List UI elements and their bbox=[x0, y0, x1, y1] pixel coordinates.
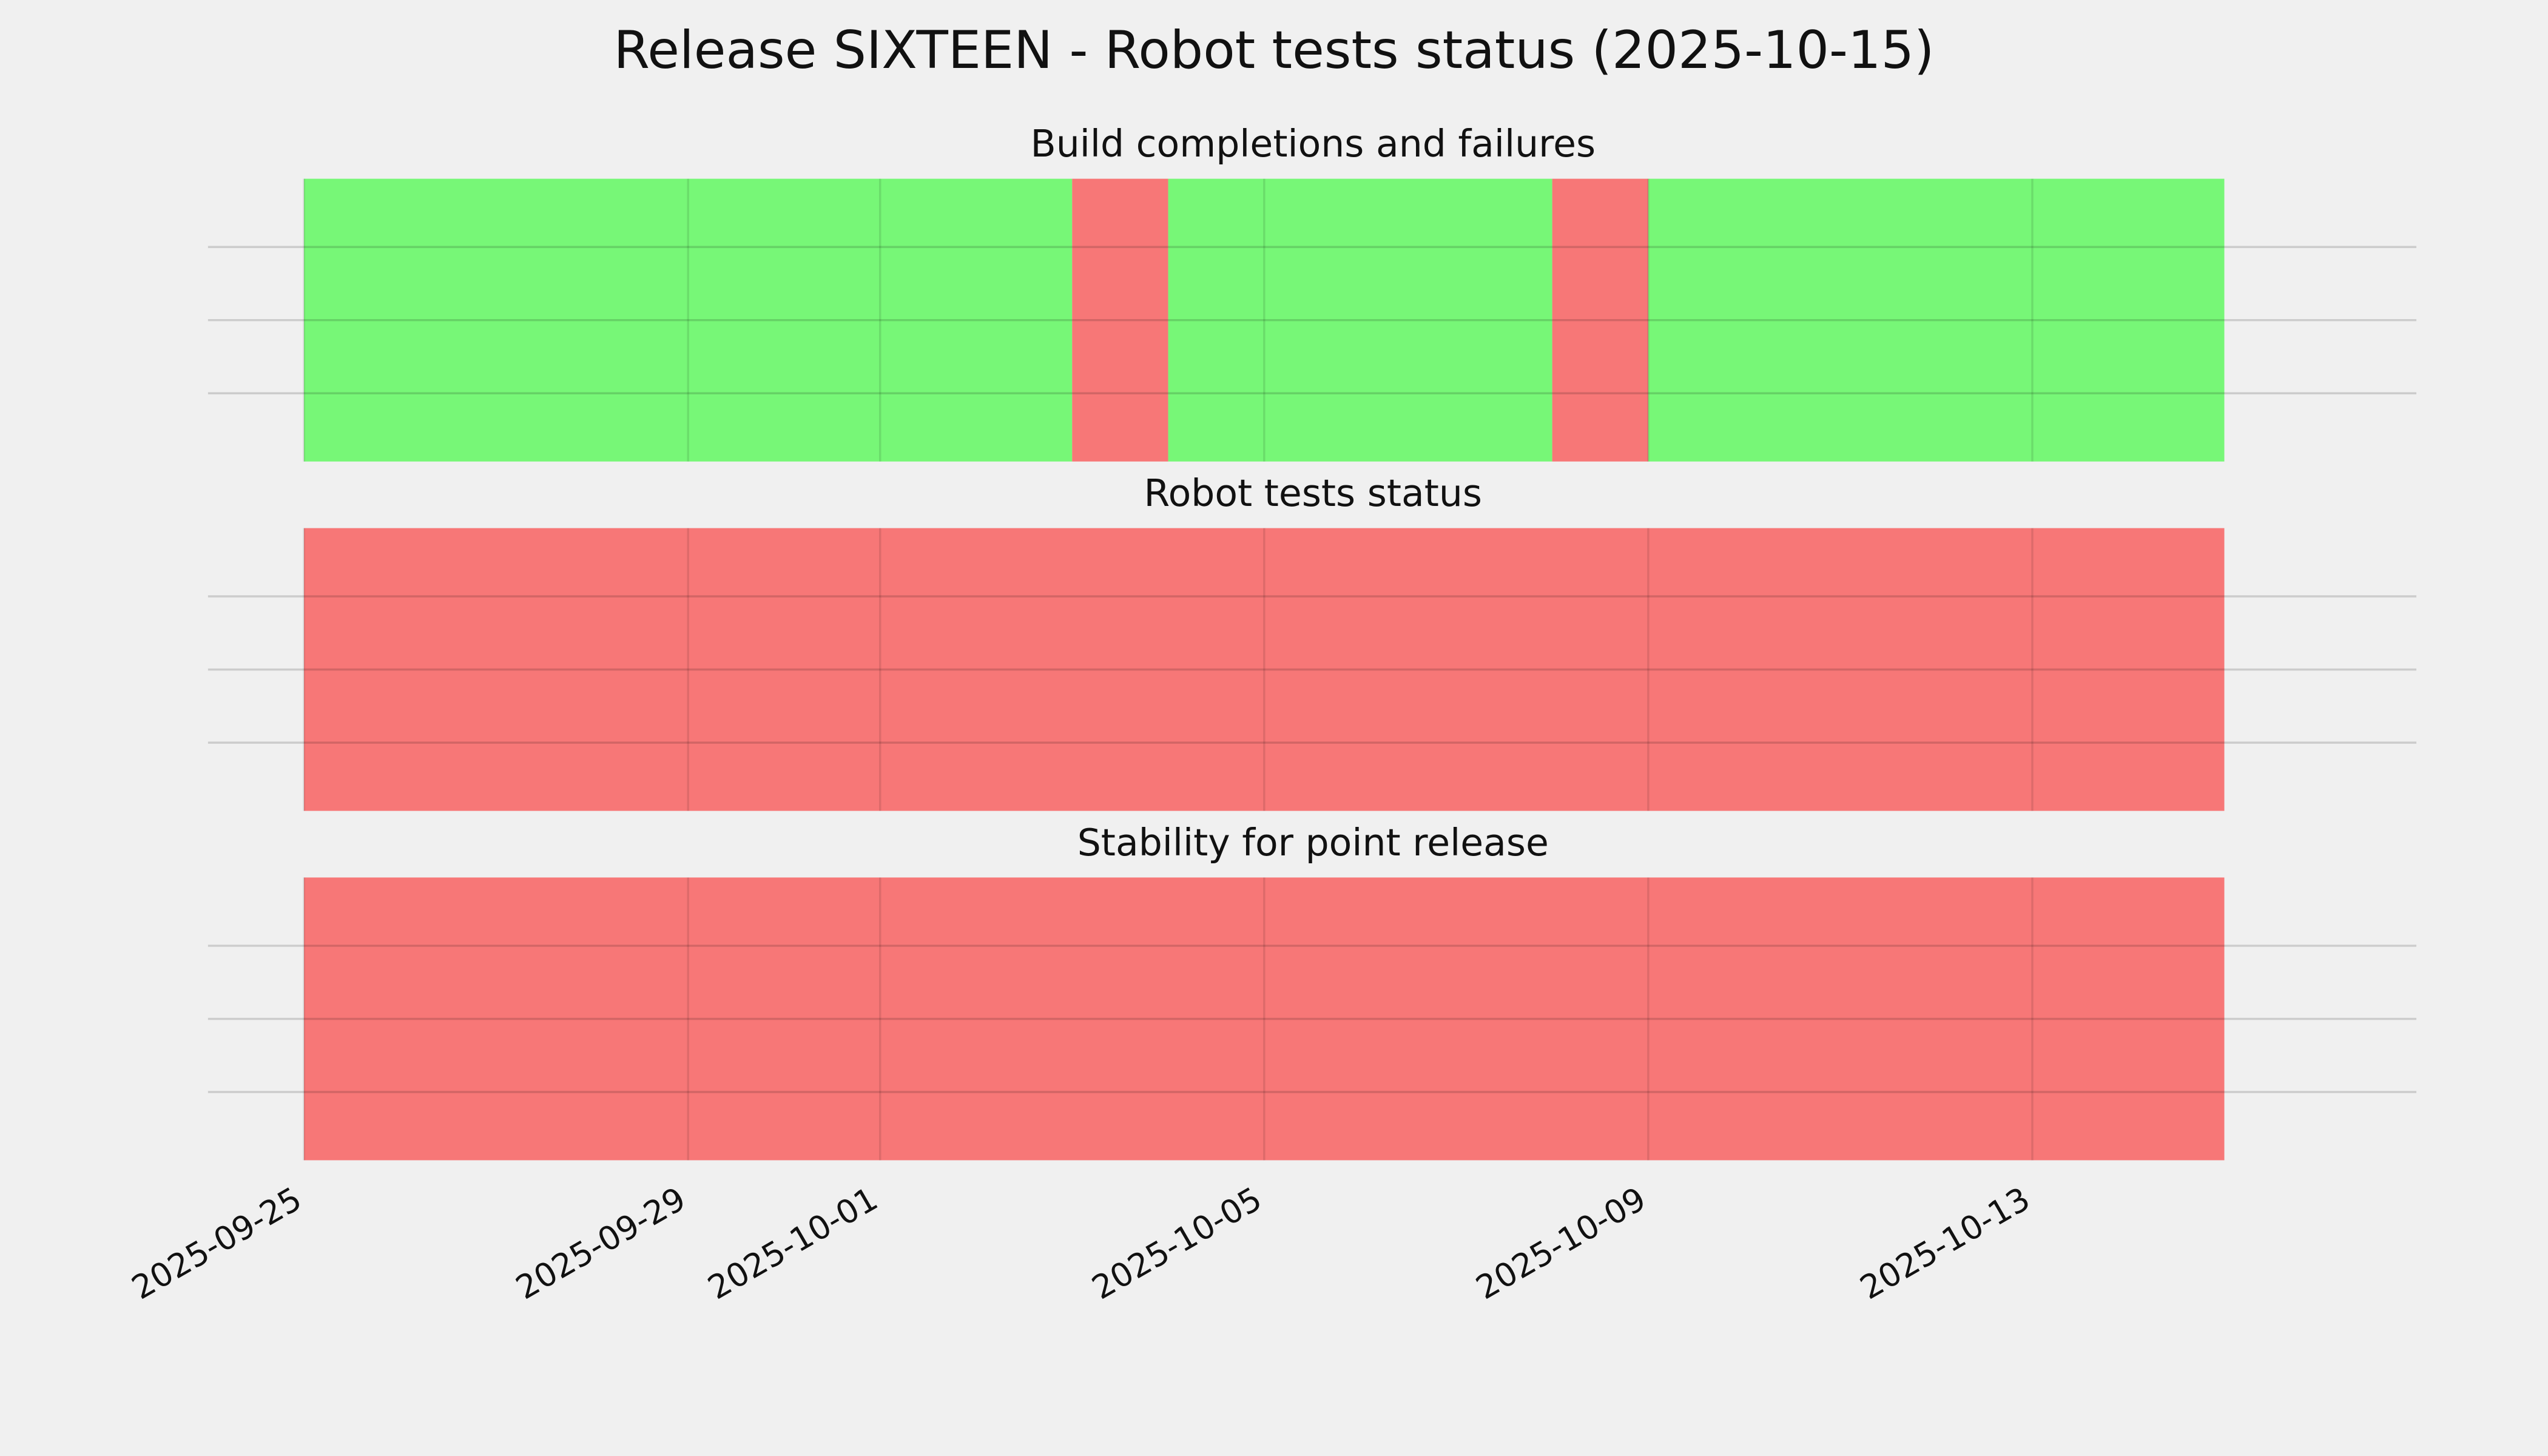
status-span bbox=[1552, 178, 1648, 462]
status-span bbox=[304, 178, 1073, 462]
figure-title: Release SIXTEEN - Robot tests status (20… bbox=[614, 20, 1935, 81]
panel-title: Robot tests status bbox=[1144, 471, 1482, 515]
status-span bbox=[1648, 178, 2225, 462]
status-span bbox=[1072, 178, 1168, 462]
panel-title: Stability for point release bbox=[1077, 821, 1549, 864]
panel-title: Build completions and failures bbox=[1030, 122, 1596, 166]
status-span bbox=[304, 528, 2225, 811]
status-span bbox=[1168, 178, 1552, 462]
status-span bbox=[304, 877, 2225, 1161]
